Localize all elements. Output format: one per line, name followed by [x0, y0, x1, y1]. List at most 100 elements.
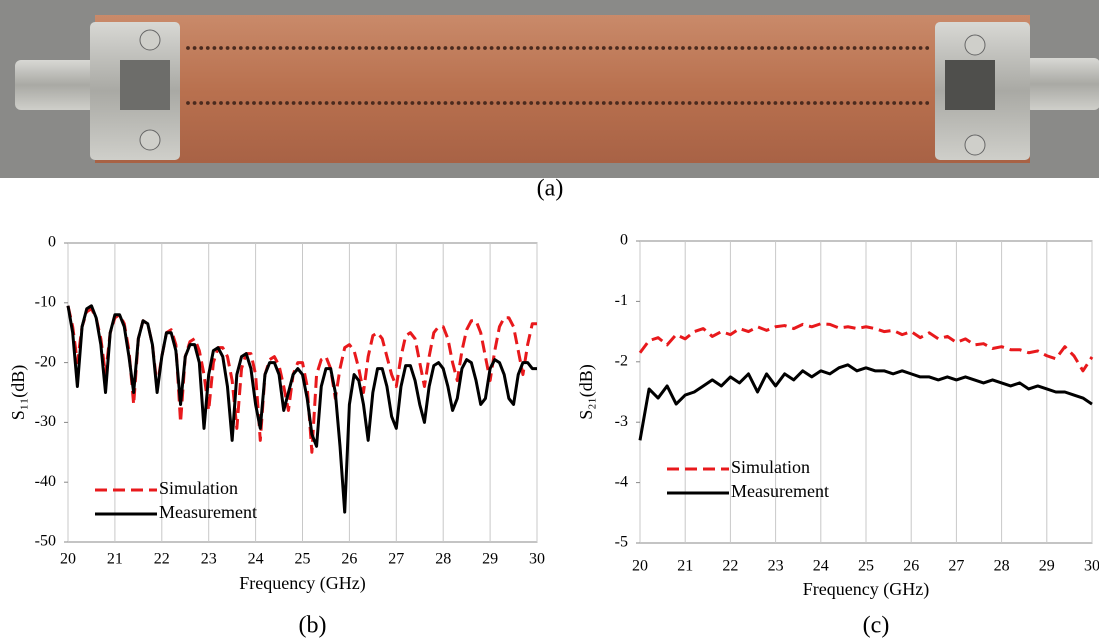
via: [331, 101, 336, 105]
caption: (c): [863, 613, 890, 639]
x-tick-label: 24: [813, 558, 829, 575]
via: [232, 101, 237, 105]
via: [846, 101, 850, 105]
via: [839, 46, 844, 50]
via: [654, 101, 659, 105]
via: [733, 46, 738, 50]
via: [661, 46, 666, 50]
via: [773, 101, 778, 105]
via: [219, 101, 223, 105]
via: [318, 101, 322, 105]
via: [872, 46, 877, 50]
via: [370, 101, 375, 105]
via: [443, 101, 448, 105]
via: [502, 46, 507, 50]
via: [423, 101, 428, 105]
via: [516, 46, 520, 50]
via: [238, 101, 243, 105]
legend-label: Simulation: [159, 478, 238, 498]
y-tick-label: -10: [35, 293, 56, 310]
via: [225, 46, 230, 50]
via: [852, 46, 857, 50]
via: [469, 46, 474, 50]
via: [417, 101, 421, 105]
via: [337, 46, 342, 50]
x-tick-label: 29: [1039, 558, 1055, 575]
via: [516, 101, 520, 105]
via: [364, 101, 369, 105]
y-tick-label: -1: [615, 292, 628, 309]
via: [357, 101, 362, 105]
via: [430, 101, 435, 105]
via: [384, 46, 388, 50]
via: [575, 101, 580, 105]
via: [780, 46, 784, 50]
via: [205, 46, 210, 50]
x-tick-label: 23: [201, 551, 217, 568]
via: [304, 46, 309, 50]
via: [839, 101, 844, 105]
via: [357, 46, 362, 50]
x-tick-label: 21: [107, 551, 123, 568]
x-tick-label: 30: [529, 551, 545, 568]
x-tick-label: 28: [435, 551, 451, 568]
via: [397, 46, 402, 50]
via: [912, 46, 916, 50]
via: [450, 101, 454, 105]
via: [667, 101, 672, 105]
screw: [139, 129, 161, 151]
via: [232, 46, 237, 50]
via: [529, 101, 534, 105]
via: [595, 101, 600, 105]
via: [450, 46, 454, 50]
via: [687, 46, 692, 50]
via: [654, 46, 659, 50]
via: [476, 46, 481, 50]
via: [905, 101, 910, 105]
via: [252, 101, 256, 105]
via: [634, 46, 639, 50]
via: [898, 101, 903, 105]
y-tick-label: -4: [615, 473, 628, 490]
via: [727, 46, 732, 50]
x-tick-label: 30: [1084, 558, 1099, 575]
y-tick-label: 0: [48, 234, 56, 251]
via: [898, 46, 903, 50]
via: [522, 46, 527, 50]
via: [773, 46, 778, 50]
x-tick-label: 26: [903, 558, 919, 575]
via: [766, 101, 771, 105]
via: [258, 46, 263, 50]
via: [535, 101, 540, 105]
via: [549, 101, 553, 105]
via: [397, 101, 402, 105]
via: [291, 101, 296, 105]
via: [529, 46, 534, 50]
via: [370, 46, 375, 50]
via: [615, 46, 619, 50]
via: [819, 46, 824, 50]
via: [760, 101, 765, 105]
via: [621, 101, 626, 105]
x-tick-label: 25: [295, 551, 311, 568]
via: [608, 46, 613, 50]
via: [714, 101, 718, 105]
via: [832, 46, 837, 50]
via: [733, 101, 738, 105]
via: [291, 46, 296, 50]
x-axis-title: Frequency (GHz): [803, 579, 929, 600]
via: [252, 46, 256, 50]
via: [476, 101, 481, 105]
via: [337, 101, 342, 105]
x-tick-label: 23: [768, 558, 784, 575]
via: [265, 46, 270, 50]
via: [205, 101, 210, 105]
via: [661, 101, 666, 105]
via: [760, 46, 765, 50]
via: [813, 101, 817, 105]
via: [582, 46, 586, 50]
via: [595, 46, 600, 50]
caption: (b): [299, 613, 327, 639]
y-tick-label: -40: [35, 473, 56, 490]
x-axis-title: Frequency (GHz): [239, 573, 365, 594]
